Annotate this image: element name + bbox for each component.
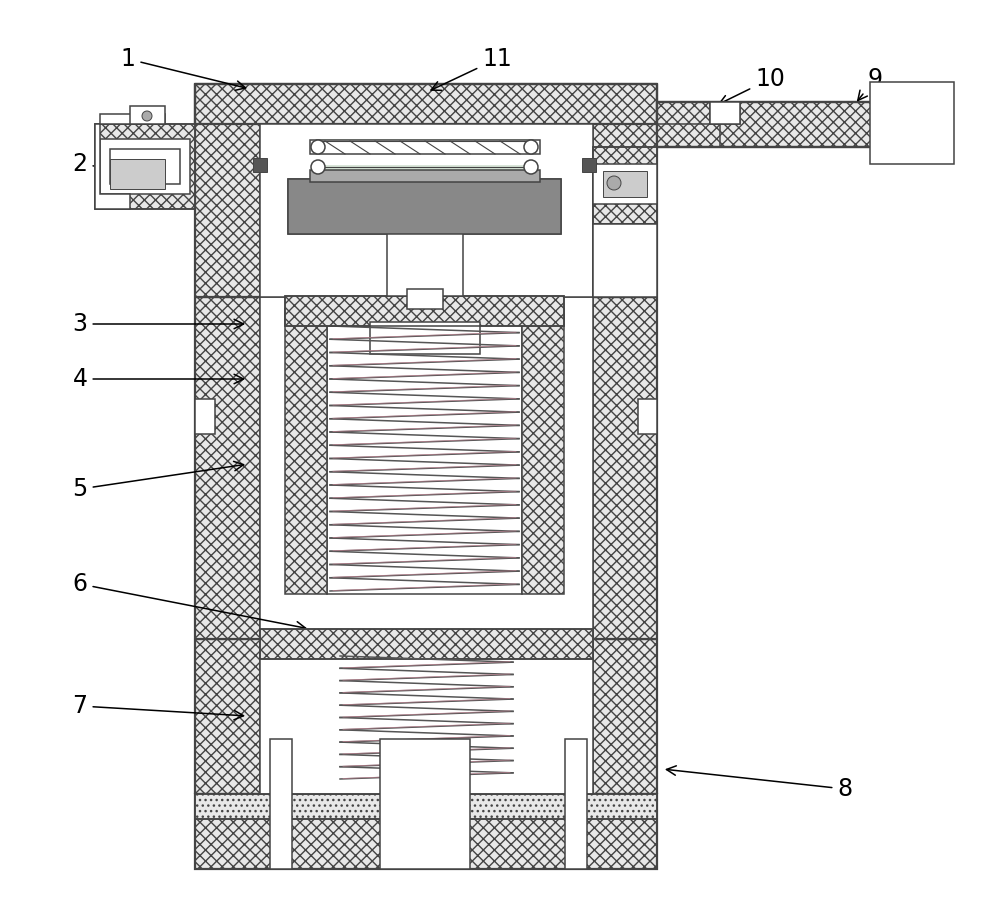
- Text: 9: 9: [858, 67, 883, 101]
- Bar: [582, 158, 596, 172]
- Bar: [370, 322, 480, 354]
- Bar: [380, 739, 470, 869]
- Bar: [522, 309, 564, 594]
- Bar: [260, 124, 593, 297]
- Text: 2: 2: [72, 152, 181, 182]
- Bar: [288, 179, 561, 234]
- Bar: [603, 171, 647, 197]
- Bar: [270, 739, 292, 869]
- Bar: [260, 629, 593, 659]
- Bar: [565, 739, 587, 869]
- Polygon shape: [95, 124, 130, 209]
- Bar: [95, 124, 195, 209]
- Bar: [593, 297, 657, 639]
- Bar: [710, 102, 740, 124]
- Bar: [260, 297, 593, 639]
- Bar: [195, 399, 215, 434]
- Text: 8: 8: [666, 766, 853, 801]
- Bar: [310, 140, 540, 154]
- Circle shape: [524, 140, 538, 154]
- Circle shape: [142, 111, 152, 121]
- Bar: [657, 102, 952, 147]
- Bar: [195, 794, 657, 819]
- Text: 5: 5: [72, 461, 244, 501]
- Bar: [285, 309, 327, 594]
- Bar: [195, 297, 260, 639]
- Bar: [327, 309, 522, 594]
- Text: 7: 7: [72, 694, 244, 720]
- Bar: [195, 794, 657, 869]
- Bar: [593, 639, 657, 794]
- Bar: [710, 102, 740, 124]
- Bar: [593, 164, 657, 204]
- Bar: [657, 102, 952, 147]
- Text: 6: 6: [72, 572, 306, 631]
- Bar: [100, 139, 190, 194]
- Bar: [285, 296, 564, 326]
- Bar: [100, 114, 165, 124]
- Bar: [593, 147, 657, 224]
- Circle shape: [607, 176, 621, 190]
- Bar: [593, 224, 657, 297]
- Bar: [130, 106, 165, 124]
- Bar: [288, 179, 561, 234]
- Bar: [195, 639, 260, 794]
- Bar: [310, 170, 540, 182]
- Bar: [870, 82, 954, 164]
- Bar: [260, 639, 593, 794]
- Bar: [95, 124, 195, 209]
- Bar: [195, 84, 657, 124]
- Bar: [638, 399, 657, 434]
- Bar: [387, 231, 463, 296]
- Bar: [195, 794, 657, 819]
- Text: 3: 3: [72, 312, 244, 336]
- Text: 11: 11: [431, 47, 512, 91]
- Bar: [593, 84, 657, 297]
- Bar: [593, 224, 657, 297]
- Text: 10: 10: [719, 67, 785, 104]
- Text: 1: 1: [121, 47, 246, 91]
- Bar: [195, 794, 657, 869]
- Bar: [285, 296, 564, 326]
- Circle shape: [311, 140, 325, 154]
- Bar: [195, 84, 260, 297]
- Bar: [593, 147, 657, 224]
- Bar: [253, 158, 267, 172]
- Circle shape: [311, 160, 325, 174]
- Bar: [195, 84, 657, 124]
- Bar: [260, 629, 593, 659]
- Bar: [407, 289, 443, 309]
- Circle shape: [524, 160, 538, 174]
- Bar: [110, 159, 165, 189]
- Text: 4: 4: [72, 367, 244, 391]
- Bar: [110, 149, 180, 184]
